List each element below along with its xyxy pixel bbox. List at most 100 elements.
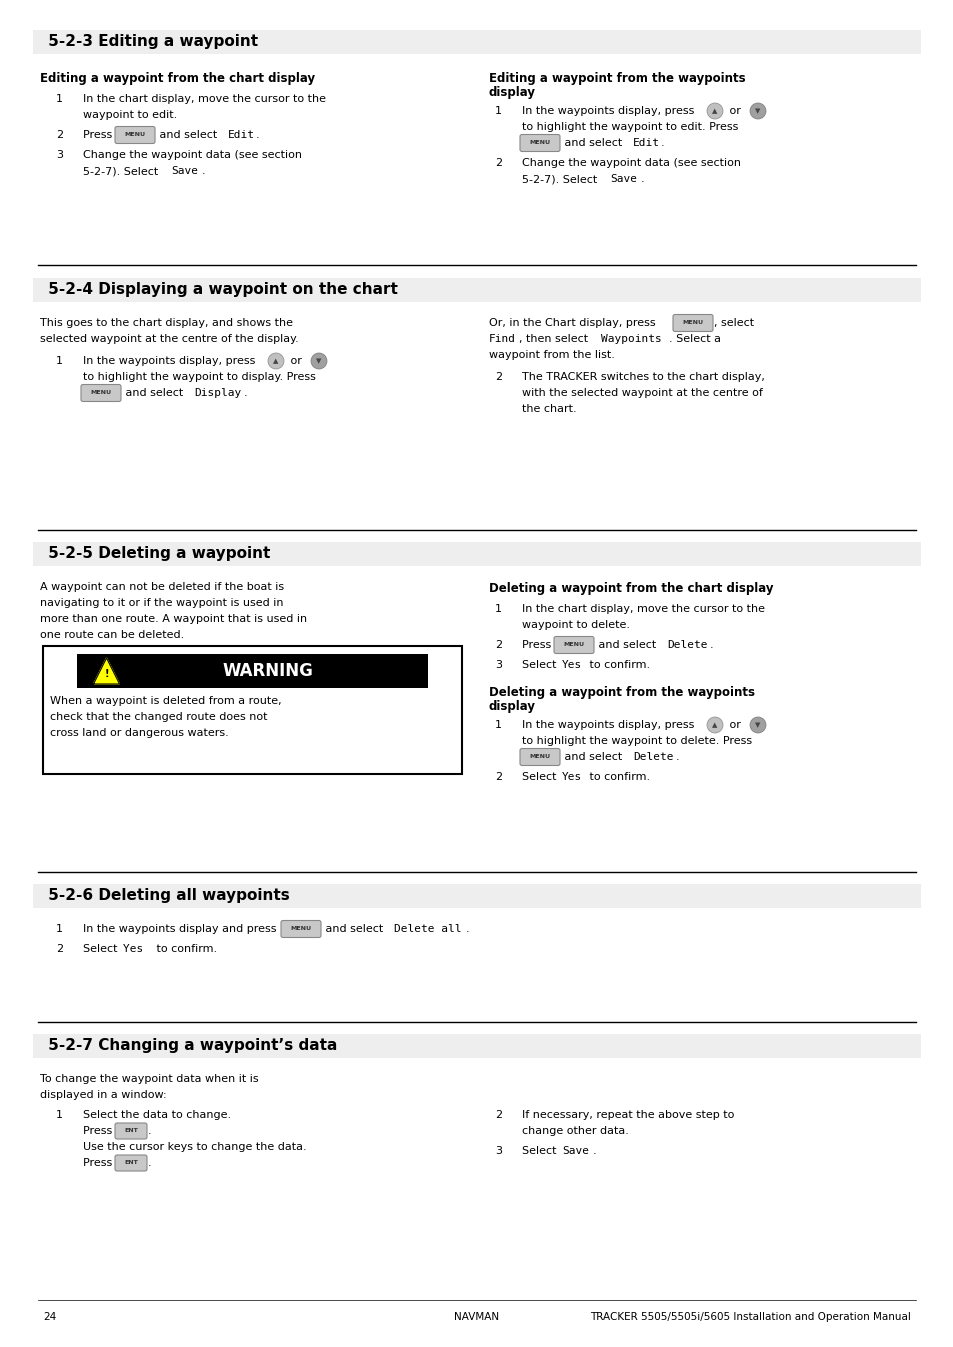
- Text: .: .: [148, 1158, 152, 1168]
- Text: 1: 1: [495, 106, 501, 116]
- Text: . Select a: . Select a: [668, 334, 720, 343]
- Polygon shape: [93, 657, 119, 684]
- Text: NAVMAN: NAVMAN: [454, 1312, 499, 1321]
- Text: Or, in the Chart display, press: Or, in the Chart display, press: [489, 318, 659, 329]
- Text: Save: Save: [561, 1146, 588, 1156]
- Text: MENU: MENU: [124, 132, 146, 137]
- Text: A waypoint can not be deleted if the boat is: A waypoint can not be deleted if the boa…: [40, 582, 284, 591]
- Text: waypoint from the list.: waypoint from the list.: [489, 350, 615, 360]
- Text: or: or: [287, 356, 305, 366]
- Text: 5-2-6 Deleting all waypoints: 5-2-6 Deleting all waypoints: [43, 888, 290, 902]
- Text: 2: 2: [56, 944, 63, 954]
- Text: display: display: [489, 700, 536, 713]
- Text: In the waypoints display and press: In the waypoints display and press: [83, 924, 280, 933]
- FancyBboxPatch shape: [281, 920, 320, 938]
- Circle shape: [268, 353, 284, 369]
- Text: !: !: [104, 669, 109, 679]
- FancyBboxPatch shape: [115, 1154, 147, 1171]
- Text: To change the waypoint data when it is: To change the waypoint data when it is: [40, 1074, 258, 1084]
- Text: to confirm.: to confirm.: [152, 944, 217, 954]
- Text: 2: 2: [495, 640, 501, 651]
- Text: the chart.: the chart.: [521, 404, 576, 414]
- Text: one route can be deleted.: one route can be deleted.: [40, 630, 184, 640]
- Text: MENU: MENU: [290, 927, 312, 932]
- Text: .: .: [593, 1146, 596, 1156]
- Text: to confirm.: to confirm.: [585, 660, 649, 669]
- FancyBboxPatch shape: [519, 749, 559, 765]
- Text: 5-2-5 Deleting a waypoint: 5-2-5 Deleting a waypoint: [43, 546, 270, 560]
- Text: cross land or dangerous waters.: cross land or dangerous waters.: [50, 727, 229, 738]
- Text: Select the data to change.: Select the data to change.: [83, 1110, 231, 1119]
- Text: Press: Press: [83, 1126, 115, 1136]
- Text: Use the cursor keys to change the data.: Use the cursor keys to change the data.: [83, 1142, 306, 1152]
- Text: .: .: [202, 166, 206, 176]
- Text: 2: 2: [56, 131, 63, 140]
- Text: Press: Press: [83, 131, 115, 140]
- Text: Edit: Edit: [228, 131, 254, 140]
- Text: Select: Select: [83, 944, 121, 954]
- Text: 5-2-3 Editing a waypoint: 5-2-3 Editing a waypoint: [43, 34, 258, 48]
- Bar: [33, 30, 920, 54]
- Text: .: .: [676, 752, 679, 762]
- Bar: [43, 647, 461, 775]
- Text: 1: 1: [56, 356, 63, 366]
- Text: Yes: Yes: [561, 660, 581, 669]
- Text: 5-2-7). Select: 5-2-7). Select: [521, 174, 600, 185]
- Text: 1: 1: [56, 94, 63, 104]
- Text: Select: Select: [521, 772, 559, 783]
- Text: to highlight the waypoint to display. Press: to highlight the waypoint to display. Pr…: [83, 372, 315, 383]
- Text: Deleting a waypoint from the chart display: Deleting a waypoint from the chart displ…: [489, 582, 773, 595]
- Text: In the waypoints display, press: In the waypoints display, press: [521, 721, 698, 730]
- FancyBboxPatch shape: [81, 384, 121, 401]
- Text: Editing a waypoint from the chart display: Editing a waypoint from the chart displa…: [40, 71, 314, 85]
- FancyBboxPatch shape: [519, 135, 559, 151]
- Text: 2: 2: [495, 1110, 501, 1119]
- Text: selected waypoint at the centre of the display.: selected waypoint at the centre of the d…: [40, 334, 298, 343]
- Text: MENU: MENU: [529, 754, 550, 760]
- Text: ▲: ▲: [273, 358, 278, 364]
- Text: If necessary, repeat the above step to: If necessary, repeat the above step to: [521, 1110, 734, 1119]
- Text: ▲: ▲: [712, 108, 717, 114]
- Text: Press: Press: [83, 1158, 115, 1168]
- Text: .: .: [709, 640, 713, 651]
- Text: 1: 1: [495, 721, 501, 730]
- Text: and select: and select: [122, 388, 187, 397]
- Circle shape: [749, 102, 765, 119]
- Text: In the waypoints display, press: In the waypoints display, press: [83, 356, 258, 366]
- Text: This goes to the chart display, and shows the: This goes to the chart display, and show…: [40, 318, 293, 329]
- Text: ENT: ENT: [124, 1161, 138, 1165]
- Text: In the chart display, move the cursor to the: In the chart display, move the cursor to…: [83, 94, 326, 104]
- Text: change other data.: change other data.: [521, 1126, 628, 1136]
- FancyBboxPatch shape: [554, 637, 594, 653]
- Text: Select: Select: [521, 660, 559, 669]
- Text: MENU: MENU: [563, 643, 584, 648]
- Text: or: or: [725, 721, 743, 730]
- Text: Find: Find: [489, 334, 516, 343]
- Text: 1: 1: [495, 603, 501, 614]
- Text: Yes: Yes: [561, 772, 581, 783]
- Text: The TRACKER switches to the chart display,: The TRACKER switches to the chart displa…: [521, 372, 764, 383]
- Text: Yes: Yes: [123, 944, 150, 954]
- FancyBboxPatch shape: [115, 127, 154, 144]
- Text: .: .: [640, 174, 644, 185]
- Text: displayed in a window:: displayed in a window:: [40, 1090, 167, 1100]
- Text: In the waypoints display, press: In the waypoints display, press: [521, 106, 698, 116]
- Text: ▼: ▼: [316, 358, 321, 364]
- Circle shape: [749, 717, 765, 733]
- Text: with the selected waypoint at the centre of: with the selected waypoint at the centre…: [521, 388, 762, 397]
- Text: Select: Select: [521, 1146, 559, 1156]
- Text: Delete: Delete: [633, 752, 673, 762]
- Text: .: .: [660, 137, 664, 148]
- Text: Change the waypoint data (see section: Change the waypoint data (see section: [83, 150, 302, 160]
- Bar: [33, 277, 920, 302]
- Text: WARNING: WARNING: [222, 661, 313, 680]
- Text: to highlight the waypoint to delete. Press: to highlight the waypoint to delete. Pre…: [521, 735, 751, 746]
- Text: more than one route. A waypoint that is used in: more than one route. A waypoint that is …: [40, 614, 307, 624]
- Text: Deleting a waypoint from the waypoints: Deleting a waypoint from the waypoints: [489, 686, 754, 699]
- Text: Display: Display: [193, 388, 241, 397]
- Text: Change the waypoint data (see section: Change the waypoint data (see section: [521, 158, 740, 168]
- FancyBboxPatch shape: [672, 314, 712, 331]
- Text: Press: Press: [521, 640, 554, 651]
- Text: or: or: [725, 106, 743, 116]
- Text: 5-2-4 Displaying a waypoint on the chart: 5-2-4 Displaying a waypoint on the chart: [43, 282, 397, 296]
